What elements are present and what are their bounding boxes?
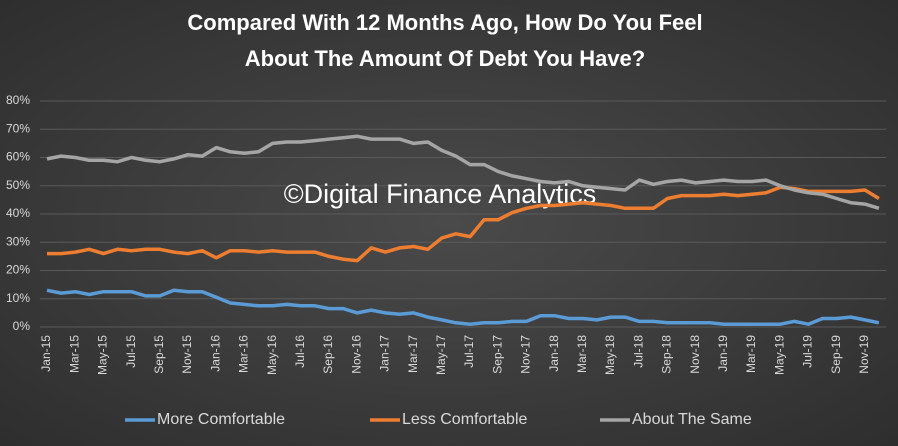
- x-tick-label: Jul-16: [293, 335, 307, 368]
- x-tick-label: Nov-17: [519, 335, 533, 374]
- y-tick-label: 0%: [13, 319, 31, 333]
- x-tick-label: Nov-19: [857, 335, 871, 374]
- x-tick-label: Jan-18: [547, 335, 561, 372]
- y-tick-label: 40%: [6, 206, 30, 220]
- x-tick-label: Mar-15: [67, 335, 81, 373]
- x-tick-label: Nov-15: [180, 335, 194, 374]
- x-tick-label: Sep-19: [829, 335, 843, 374]
- y-tick-label: 50%: [6, 178, 30, 192]
- x-tick-label: May-15: [96, 335, 110, 375]
- x-tick-label: Jul-19: [801, 335, 815, 368]
- x-tick-label: Sep-17: [490, 335, 504, 374]
- chart-title: About The Amount Of Debt You Have?: [245, 46, 645, 71]
- x-tick-label: May-17: [434, 335, 448, 375]
- chart-title: Compared With 12 Months Ago, How Do You …: [187, 10, 702, 35]
- y-tick-label: 30%: [6, 234, 30, 248]
- x-tick-label: Mar-18: [575, 335, 589, 373]
- y-tick-label: 80%: [6, 93, 30, 107]
- x-tick-label: Sep-18: [660, 335, 674, 374]
- x-tick-label: Jan-17: [378, 335, 392, 372]
- x-tick-label: Jul-15: [124, 335, 138, 368]
- legend-label: Less Comfortable: [402, 411, 527, 428]
- legend-label: More Comfortable: [157, 411, 285, 428]
- series-line: [46, 134, 880, 210]
- x-tick-label: Jul-17: [462, 335, 476, 368]
- x-tick-label: Mar-19: [744, 335, 758, 373]
- x-tick-label: Mar-17: [406, 335, 420, 373]
- x-tick-label: May-16: [265, 335, 279, 375]
- x-tick-label: Nov-18: [688, 335, 702, 374]
- x-tick-label: Jan-15: [39, 335, 53, 372]
- y-tick-label: 70%: [6, 121, 30, 135]
- y-tick-label: 20%: [6, 263, 30, 277]
- series-line: [47, 185, 880, 263]
- x-tick-label: Nov-16: [349, 335, 363, 374]
- y-tick-label: 60%: [6, 150, 30, 164]
- x-tick-label: May-18: [603, 335, 617, 375]
- x-tick-label: Mar-16: [237, 335, 251, 373]
- x-tick-label: May-19: [772, 335, 786, 375]
- x-tick-label: Sep-16: [321, 335, 335, 374]
- x-tick-label: Jan-16: [208, 335, 222, 372]
- series-line: [46, 288, 880, 326]
- x-tick-label: Jul-18: [631, 335, 645, 368]
- x-tick-label: Jan-19: [716, 335, 730, 372]
- y-tick-label: 10%: [6, 291, 30, 305]
- x-tick-label: Sep-15: [152, 335, 166, 374]
- legend-label: About The Same: [632, 411, 752, 428]
